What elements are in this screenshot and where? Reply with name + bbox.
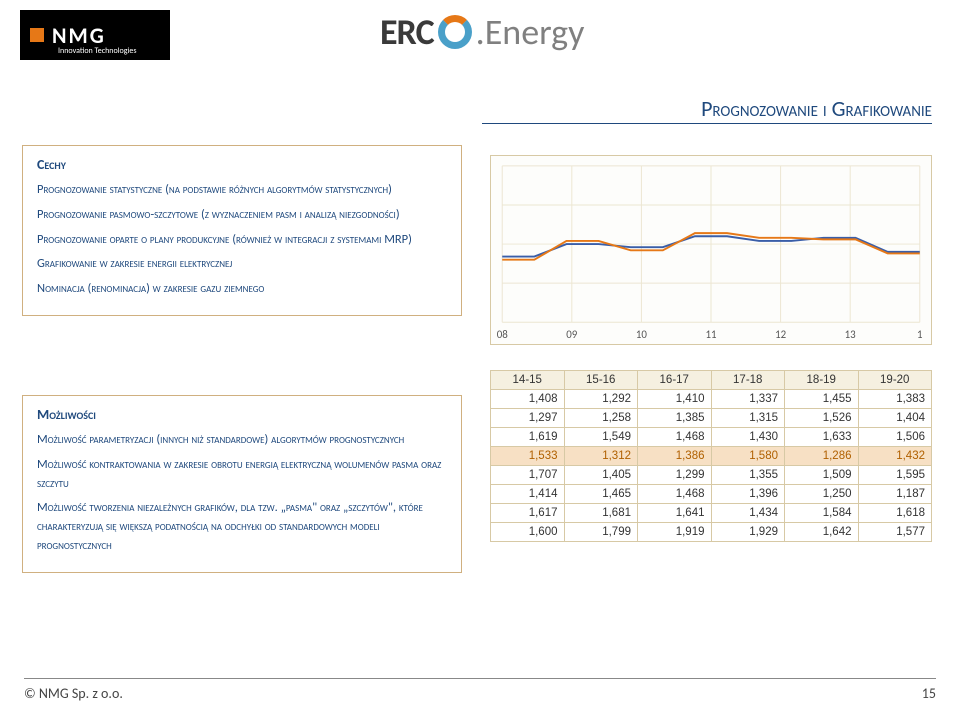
nmg-logo-sub: Innovation Technologies [58, 46, 137, 56]
capability-item: Możliwość parametryzacji (innych niż sta… [37, 431, 447, 450]
table-cell: 1,506 [858, 428, 932, 447]
section-title: Prognozowanie i Grafikowanie [701, 95, 932, 122]
capabilities-box: Możliwości Możliwość parametryzacji (inn… [22, 395, 462, 573]
capability-item: Możliwość tworzenia niezależnych grafikó… [37, 499, 447, 555]
data-table: 14-1515-1616-1717-1818-1919-20 1,4081,29… [490, 370, 932, 542]
features-box: Cechy Prognozowanie statystyczne (na pod… [22, 145, 462, 316]
nmg-logo: NMG Innovation Technologies [20, 10, 170, 60]
table-header-cell: 18-19 [785, 371, 859, 390]
table-header-row: 14-1515-1616-1717-1818-1919-20 [491, 371, 932, 390]
table-cell: 1,577 [858, 523, 932, 542]
table-cell: 1,396 [711, 485, 785, 504]
table-row: 1,7071,4051,2991,3551,5091,595 [491, 466, 932, 485]
table-body: 1,4081,2921,4101,3371,4551,3831,2971,258… [491, 390, 932, 542]
table-cell: 1,595 [858, 466, 932, 485]
table-header-cell: 17-18 [711, 371, 785, 390]
table-cell: 1,414 [491, 485, 565, 504]
table-row: 1,4081,2921,4101,3371,4551,383 [491, 390, 932, 409]
table-cell: 1,465 [564, 485, 638, 504]
capabilities-heading: Możliwości [37, 406, 447, 423]
feature-item: Nominacja (renominacja) w zakresie gazu … [37, 280, 447, 299]
table-cell: 1,549 [564, 428, 638, 447]
forecast-chart: 08 09 10 11 12 13 1 [490, 155, 932, 345]
table-cell: 1,584 [785, 504, 859, 523]
table-cell: 1,642 [785, 523, 859, 542]
table-cell: 1,618 [858, 504, 932, 523]
table-cell: 1,430 [711, 428, 785, 447]
footer-copyright: © NMG Sp. z o.o. [24, 685, 123, 702]
svg-text:09: 09 [566, 328, 578, 341]
table-cell: 1,468 [638, 485, 712, 504]
table-cell: 1,681 [564, 504, 638, 523]
table-cell: 1,297 [491, 409, 565, 428]
nmg-logo-square [30, 28, 44, 42]
table-cell: 1,580 [711, 447, 785, 466]
table-cell: 1,468 [638, 428, 712, 447]
erco-logo-left: ERC [380, 10, 434, 54]
table-cell: 1,299 [638, 466, 712, 485]
table-cell: 1,533 [491, 447, 565, 466]
table-cell: 1,292 [564, 390, 638, 409]
table-row: 1,2971,2581,3851,3151,5261,404 [491, 409, 932, 428]
feature-item: Prognozowanie oparte o plany produkcyjne… [37, 231, 447, 250]
table-cell: 1,405 [564, 466, 638, 485]
feature-item: Grafikowanie w zakresie energii elektryc… [37, 255, 447, 274]
table-cell: 1,799 [564, 523, 638, 542]
table-cell: 1,386 [638, 447, 712, 466]
table-cell: 1,312 [564, 447, 638, 466]
svg-text:12: 12 [775, 328, 787, 341]
table-cell: 1,187 [858, 485, 932, 504]
table-cell: 1,509 [785, 466, 859, 485]
svg-text:11: 11 [705, 328, 717, 341]
erco-logo: ERC .Energy [380, 10, 584, 54]
table-cell: 1,250 [785, 485, 859, 504]
table-row: 1,5331,3121,3861,5801,2861,432 [491, 447, 932, 466]
table-cell: 1,619 [491, 428, 565, 447]
table-cell: 1,385 [638, 409, 712, 428]
feature-item: Prognozowanie statystyczne (na podstawie… [37, 181, 447, 200]
table-row: 1,6171,6811,6411,4341,5841,618 [491, 504, 932, 523]
features-heading: Cechy [37, 156, 447, 173]
table-cell: 1,600 [491, 523, 565, 542]
table-cell: 1,383 [858, 390, 932, 409]
table-header-cell: 19-20 [858, 371, 932, 390]
footer-page-number: 15 [922, 685, 936, 702]
table-cell: 1,919 [638, 523, 712, 542]
table-cell: 1,258 [564, 409, 638, 428]
table-row: 1,6001,7991,9191,9291,6421,577 [491, 523, 932, 542]
table-header-cell: 16-17 [638, 371, 712, 390]
table-cell: 1,617 [491, 504, 565, 523]
nmg-logo-text: NMG [52, 22, 106, 49]
table-cell: 1,286 [785, 447, 859, 466]
table-cell: 1,707 [491, 466, 565, 485]
svg-text:13: 13 [845, 328, 857, 341]
page-footer: © NMG Sp. z o.o. 15 [24, 678, 936, 702]
table-cell: 1,641 [638, 504, 712, 523]
erco-logo-right: .Energy [476, 10, 585, 54]
capability-item: Możliwość kontraktowania w zakresie obro… [37, 456, 447, 494]
table-header-cell: 14-15 [491, 371, 565, 390]
table-row: 1,4141,4651,4681,3961,2501,187 [491, 485, 932, 504]
table-cell: 1,526 [785, 409, 859, 428]
table-cell: 1,633 [785, 428, 859, 447]
table-header-cell: 15-16 [564, 371, 638, 390]
table-cell: 1,929 [711, 523, 785, 542]
table-cell: 1,315 [711, 409, 785, 428]
table-cell: 1,355 [711, 466, 785, 485]
chart-svg: 08 09 10 11 12 13 1 [491, 156, 931, 344]
table-cell: 1,455 [785, 390, 859, 409]
svg-text:1: 1 [917, 328, 923, 341]
table-row: 1,6191,5491,4681,4301,6331,506 [491, 428, 932, 447]
table-cell: 1,404 [858, 409, 932, 428]
table-cell: 1,434 [711, 504, 785, 523]
svg-text:10: 10 [636, 328, 648, 341]
table-cell: 1,432 [858, 447, 932, 466]
table-cell: 1,337 [711, 390, 785, 409]
feature-item: Prognozowanie pasmowo-szczytowe (z wyzna… [37, 206, 447, 225]
svg-text:08: 08 [497, 328, 509, 341]
erco-logo-ring-icon [438, 15, 472, 49]
table-cell: 1,410 [638, 390, 712, 409]
table-cell: 1,408 [491, 390, 565, 409]
